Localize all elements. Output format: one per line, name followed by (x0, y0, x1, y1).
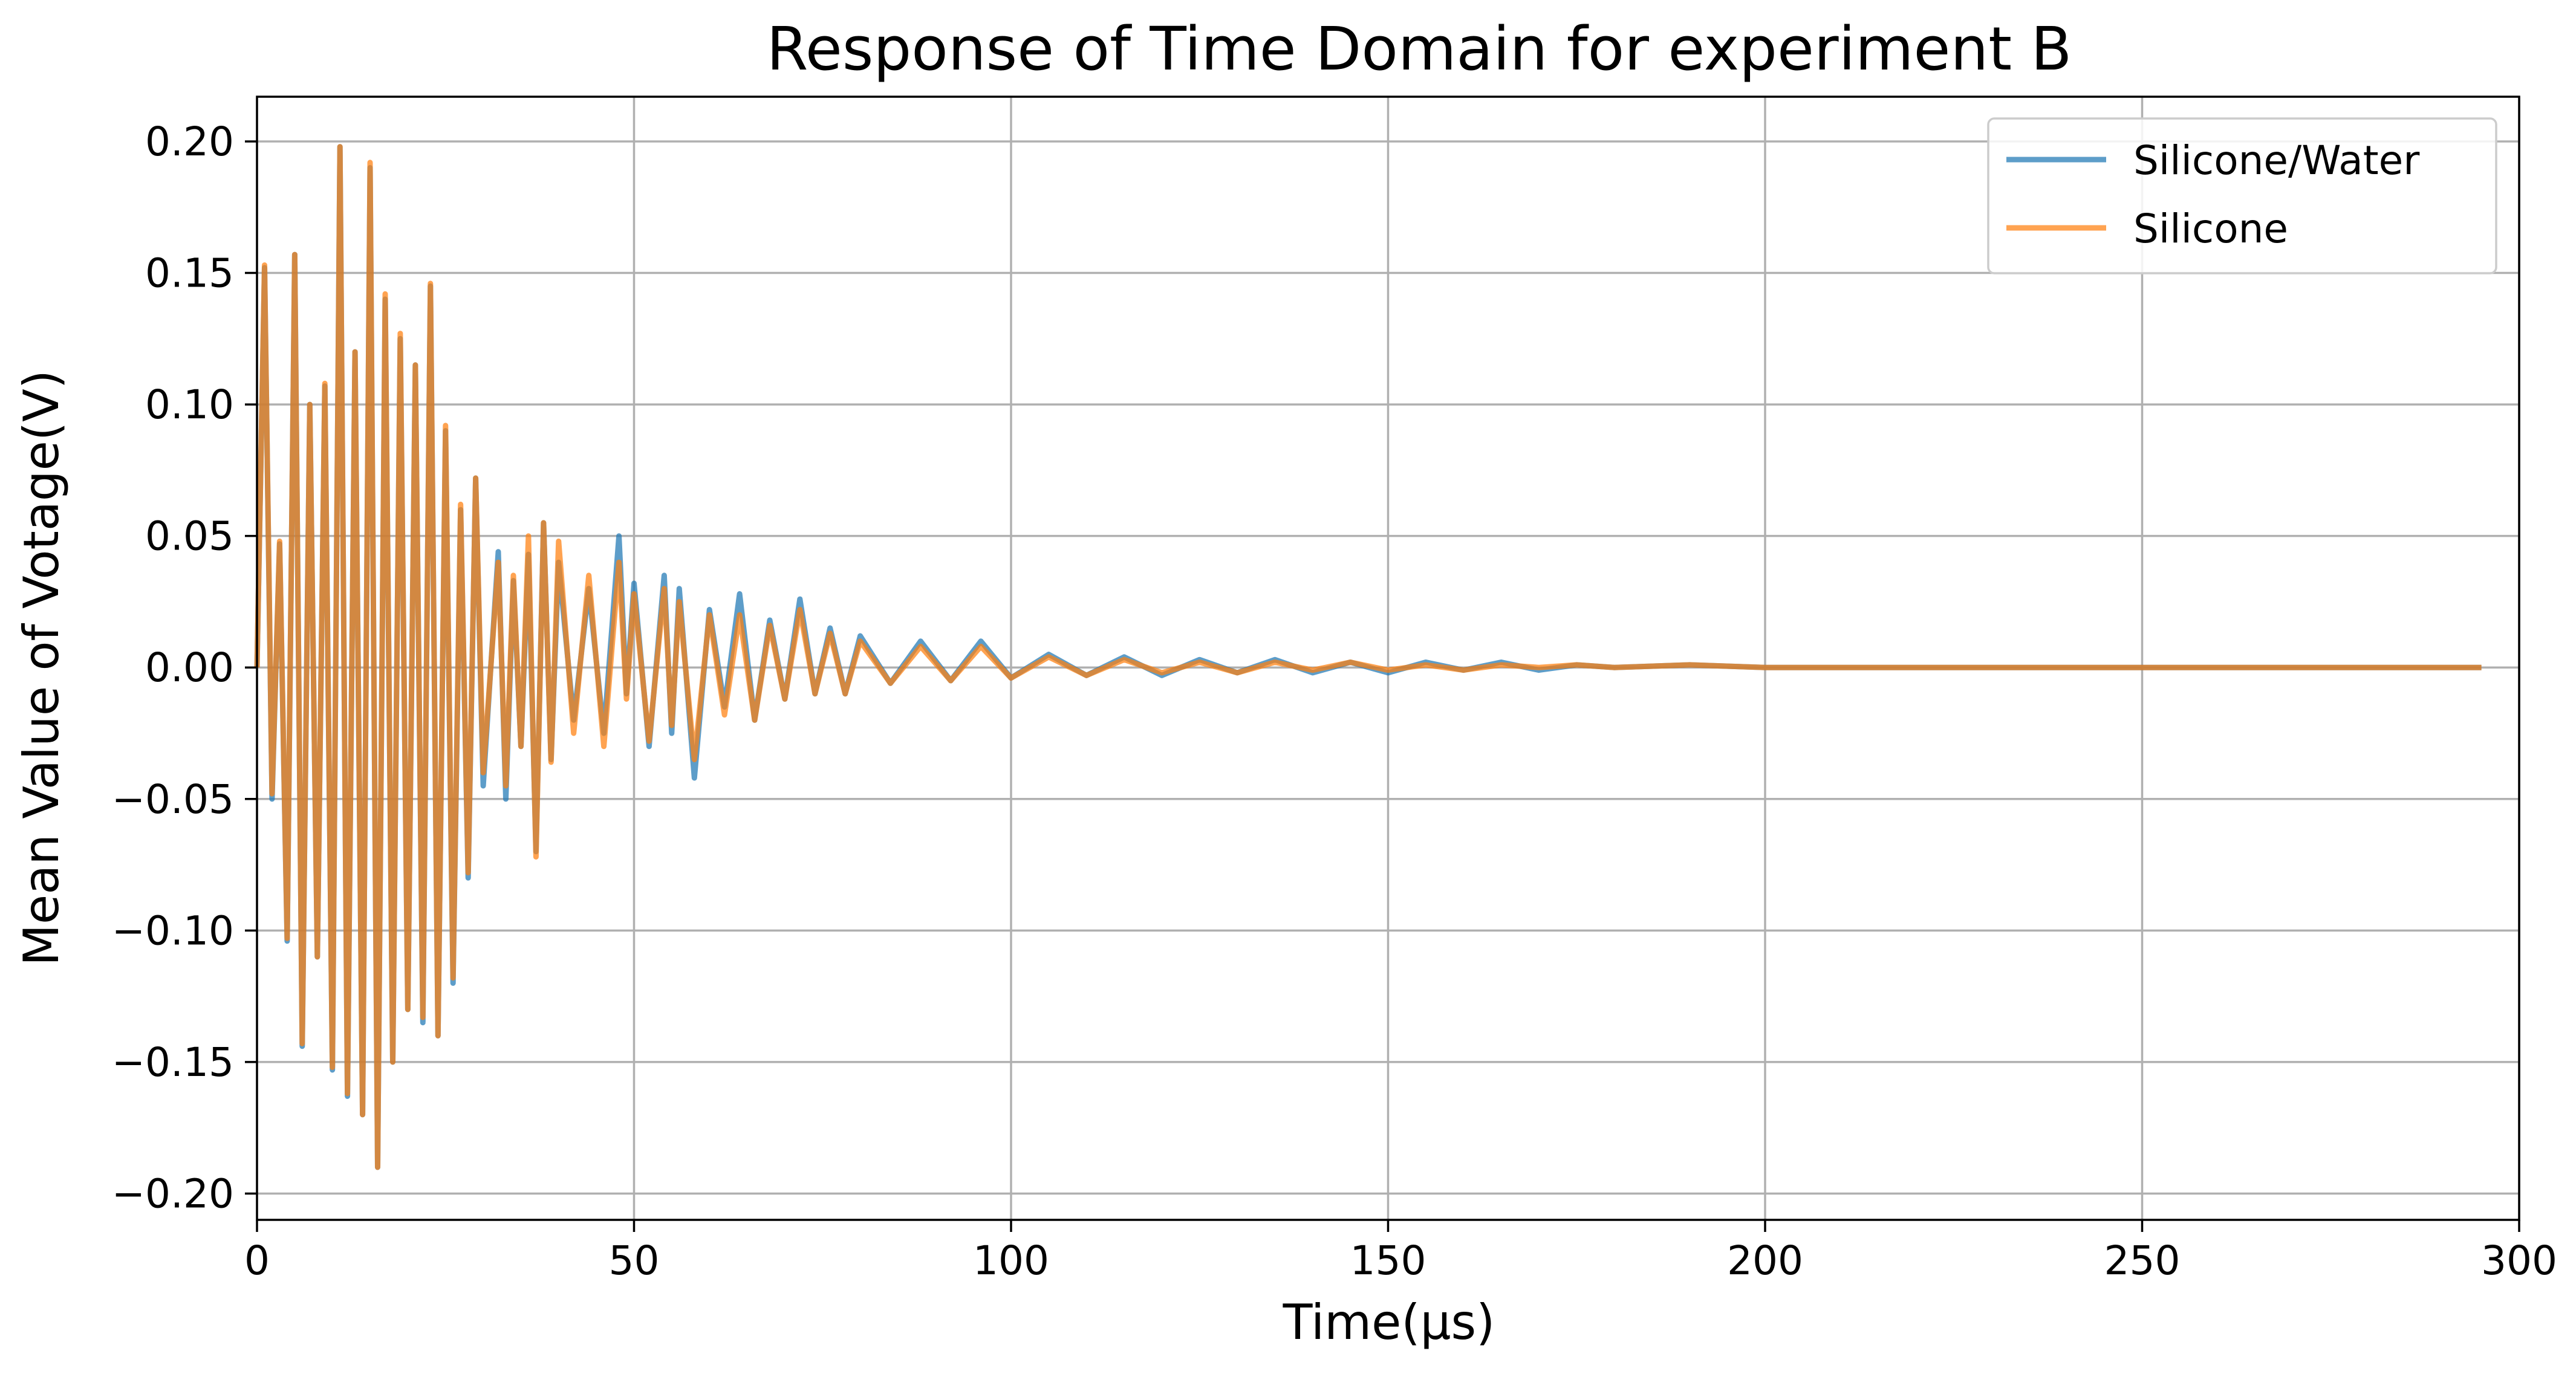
legend-label: Silicone/Water (2133, 137, 2420, 184)
y-tick-label: −0.15 (112, 1039, 234, 1086)
x-axis: 0 50 100 150 200 250 300 (244, 1220, 2557, 1284)
x-tick-label: 200 (1727, 1237, 1803, 1284)
series-layer (254, 144, 2482, 1170)
x-axis-label: Time(μs) (1283, 1294, 1495, 1350)
y-tick-label: 0.20 (145, 118, 234, 165)
x-tick-label: 100 (973, 1237, 1049, 1284)
series-line-2 (254, 144, 2482, 1170)
x-tick-label: 0 (244, 1237, 270, 1284)
x-tick-label: 150 (1350, 1237, 1426, 1284)
legend-label: Silicone (2133, 206, 2288, 252)
y-tick-label: −0.10 (112, 907, 234, 954)
y-tick-label: 0.00 (145, 644, 234, 691)
y-tick-label: −0.05 (112, 776, 234, 823)
y-tick-label: 0.05 (145, 513, 234, 560)
y-axis-label: Mean Value of Votage(V) (13, 370, 70, 966)
legend: Silicone/Water Silicone (1987, 117, 2497, 274)
grid (256, 97, 2520, 1220)
y-tick-label: −0.20 (112, 1170, 234, 1217)
x-tick-label: 250 (2104, 1237, 2181, 1284)
series-line-1 (254, 144, 2482, 1170)
chart-title: Response of Time Domain for experiment B (767, 15, 2072, 84)
legend-box (1987, 117, 2497, 274)
y-axis: −0.20 −0.15 −0.10 −0.05 0.00 0.05 0.10 0.15 0.20 (112, 118, 257, 1217)
x-tick-label: 50 (609, 1237, 660, 1284)
x-tick-label: 300 (2481, 1237, 2557, 1284)
y-tick-label: 0.10 (145, 381, 234, 428)
y-tick-label: 0.15 (145, 250, 234, 297)
